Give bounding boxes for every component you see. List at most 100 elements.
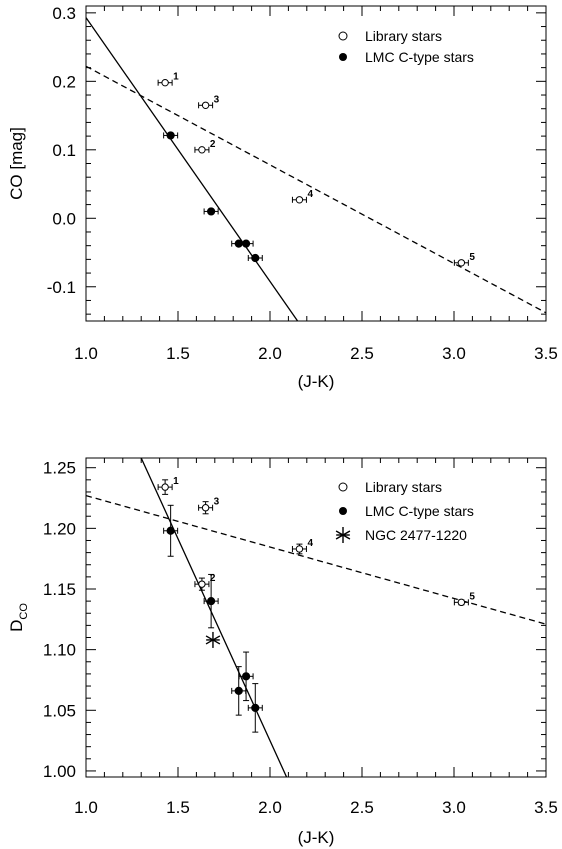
data-point: 3 [198,94,220,109]
filled-circle-marker [207,207,216,216]
filled-circle-marker [241,672,251,681]
data-point: 5 [453,591,475,607]
solid-fit-line [86,17,299,321]
data-point [163,131,179,140]
data-point [203,573,219,629]
open-circle-marker [198,580,206,588]
x-tick-label: 2.0 [258,344,282,363]
y-tick-label: -0.1 [47,278,76,297]
filled-circle-marker [251,703,260,712]
point-number-label: 4 [307,189,313,200]
series-filled-circle [163,504,263,733]
dco-panel: 1.0 1.5 2.0 2.5 3.0 3.5 1.00 1.05 1.10 1.15 1.20 1.… [7,457,558,847]
x-tick-label: 3.5 [534,798,558,817]
filled-circle-marker [207,597,216,606]
series-open-circle: 1 3 2 4 5 [157,476,475,607]
y-tick-label: 0.2 [52,72,76,91]
point-number-label: 1 [173,72,179,83]
point-number-label: 2 [210,139,216,150]
filled-circle-marker [241,239,251,248]
data-point [247,253,263,263]
point-number-label: 5 [469,252,475,263]
series-filled-circle [163,131,263,263]
legend-filled-circle [339,53,347,61]
x-tick-label: 1.0 [74,344,98,363]
data-point: 2 [194,139,216,154]
x-tick-label: 3.0 [442,344,466,363]
series-asterisk [205,631,221,648]
data-point: 5 [453,252,475,267]
x-tick-label: 2.5 [350,344,374,363]
y-axis-label: DCO [7,603,30,632]
data-point [238,651,254,702]
legend-entry: Library stars [365,28,442,44]
filled-circle-marker [166,131,175,140]
x-tick-label: 1.5 [166,344,190,363]
legend-open-circle [338,31,348,41]
legend-entry: LMC C-type stars [365,49,474,65]
x-tick-label: 3.5 [534,344,558,363]
plot-frame [85,5,547,322]
legend: Library stars LMC C-type stars [338,28,474,65]
co-panel: 1.0 1.5 2.0 2.5 3.0 3.5 -0.1 0.0 0.1 0.2 0.3 (J-K) C… [7,4,558,391]
x-axis-label: (J-K) [298,372,335,391]
y-tick-label: 1.05 [43,701,76,720]
data-point [238,239,254,248]
legend-entry: Library stars [365,479,442,495]
data-point [205,631,221,648]
legend-asterisk [335,527,351,543]
plot-frame [85,457,547,778]
data-point: 1 [157,72,179,87]
fit-lines [86,17,546,321]
data-point [163,504,179,557]
data-point: 3 [198,497,220,515]
point-number-label: 1 [173,476,179,487]
data-point [247,683,263,733]
legend-entry: LMC C-type stars [365,503,474,519]
data-point: 4 [291,538,313,555]
data-point [203,207,219,216]
dashed-fit-line [86,494,546,625]
x-axis-label: (J-K) [298,828,335,847]
open-circle-marker [457,259,466,267]
point-number-label: 4 [307,538,313,549]
y-tick-label: 1.25 [43,459,76,478]
x-tick-label: 1.0 [74,798,98,817]
data-point: 2 [194,573,216,591]
y-tick-label: 1.15 [43,580,76,599]
open-circle-marker [198,146,206,154]
dashed-fit-line [86,65,546,314]
point-number-label: 3 [214,497,220,508]
y-tick-label: 1.00 [43,762,76,781]
point-number-label: 3 [214,94,220,105]
point-number-label: 2 [210,573,216,584]
y-axis-label: CO [mag] [7,127,26,200]
x-tick-label: 2.5 [350,798,374,817]
open-circle-marker [161,483,169,491]
data-point: 4 [291,189,313,204]
open-circle-marker [201,504,210,512]
data-point: 1 [157,476,179,495]
point-number-label: 5 [469,591,475,602]
x-tick-label: 2.0 [258,798,282,817]
filled-circle-marker [166,526,175,535]
y-tick-label: 0.1 [52,141,76,160]
legend-filled-circle [339,507,347,515]
filled-circle-marker [251,253,260,263]
legend: Library stars LMC C-type stars NGC 2477-12… [335,479,474,543]
filled-circle-marker [234,686,243,695]
legend-entry: NGC 2477-1220 [365,527,467,543]
y-tick-label: 1.20 [43,519,76,538]
solid-fit-line [140,458,288,777]
open-circle-marker [201,101,210,109]
fit-lines [86,458,546,777]
y-tick-label: 0.3 [52,4,76,23]
y-tick-label: 0.0 [52,209,76,228]
open-circle-marker [457,598,466,607]
open-circle-marker [295,545,304,553]
y-axis-label-main: CO [mag] [7,127,26,200]
open-circle-marker [295,196,304,204]
y-axis-label-main: D [7,620,26,632]
legend-open-circle [338,482,348,492]
